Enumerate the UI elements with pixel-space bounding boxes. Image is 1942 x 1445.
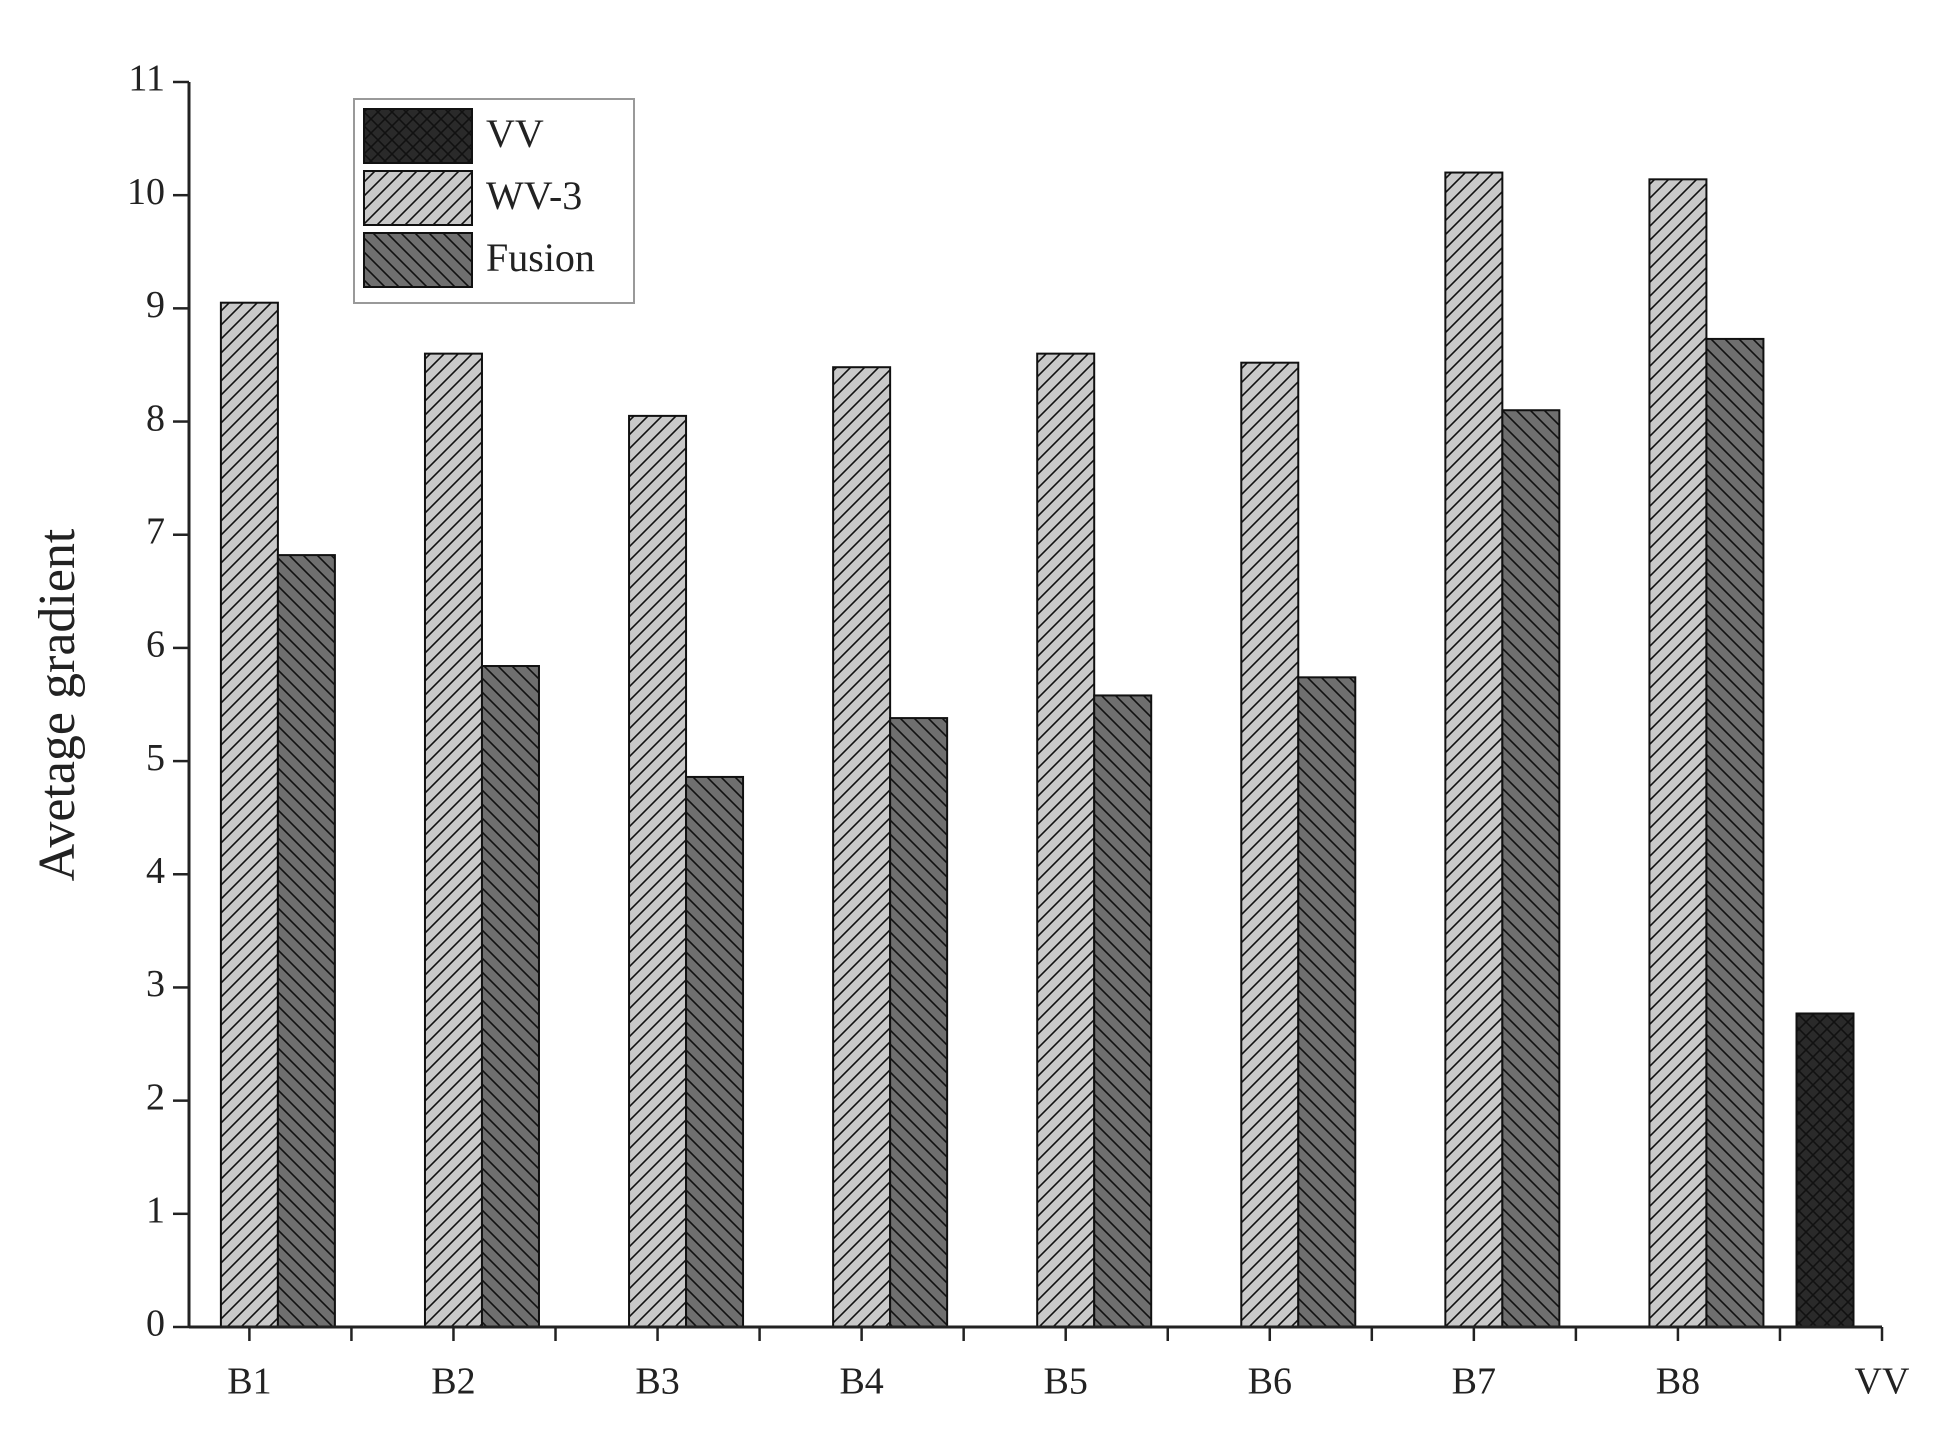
y-tick-label: 7	[146, 510, 165, 552]
bar	[1501, 409, 1561, 1328]
y-tick-label: 6	[146, 624, 165, 666]
bar	[1795, 1012, 1855, 1329]
x-tick-label: VV	[1855, 1361, 1910, 1403]
y-axis-title: Avetage gradient	[29, 528, 86, 881]
bar	[1444, 171, 1504, 1329]
y-tick-label: 9	[146, 284, 165, 326]
y-tick-label: 2	[146, 1076, 165, 1118]
y-tick-label: 3	[146, 963, 165, 1005]
x-tick-label: B5	[1044, 1361, 1088, 1403]
bar	[1297, 676, 1357, 1328]
x-tick-label: B4	[839, 1361, 883, 1403]
y-tick-label: 4	[146, 850, 165, 892]
bar	[889, 717, 949, 1328]
bar	[1240, 361, 1300, 1328]
y-tick-label: 5	[146, 737, 165, 779]
y-tick-label: 1	[146, 1190, 165, 1232]
bar	[480, 665, 540, 1328]
bar	[1036, 352, 1096, 1328]
x-tick-label: B2	[431, 1361, 475, 1403]
bar	[832, 366, 892, 1328]
y-tick-label: 8	[146, 397, 165, 439]
legend-swatch	[363, 170, 473, 226]
y-tick-label: 0	[146, 1303, 165, 1345]
x-tick-label: B6	[1248, 1361, 1292, 1403]
x-tick-label: B7	[1452, 1361, 1496, 1403]
x-tick-label: B1	[227, 1361, 271, 1403]
bar	[423, 352, 483, 1328]
legend-label: WV-3	[486, 173, 582, 218]
bar	[1705, 337, 1765, 1328]
x-tick-label: B3	[635, 1361, 679, 1403]
y-tick-label: 11	[128, 58, 165, 100]
y-tick-label: 10	[127, 171, 165, 213]
legend-label: VV	[486, 111, 544, 156]
bar	[276, 554, 336, 1328]
legend-swatch	[363, 108, 473, 164]
x-tick-label: B8	[1656, 1361, 1700, 1403]
legend-label: Fusion	[486, 235, 595, 280]
bar	[1648, 178, 1708, 1329]
legend-swatch	[363, 232, 473, 288]
bar	[1093, 694, 1153, 1328]
bar	[685, 775, 745, 1328]
bar	[628, 414, 688, 1328]
bar	[219, 301, 279, 1328]
